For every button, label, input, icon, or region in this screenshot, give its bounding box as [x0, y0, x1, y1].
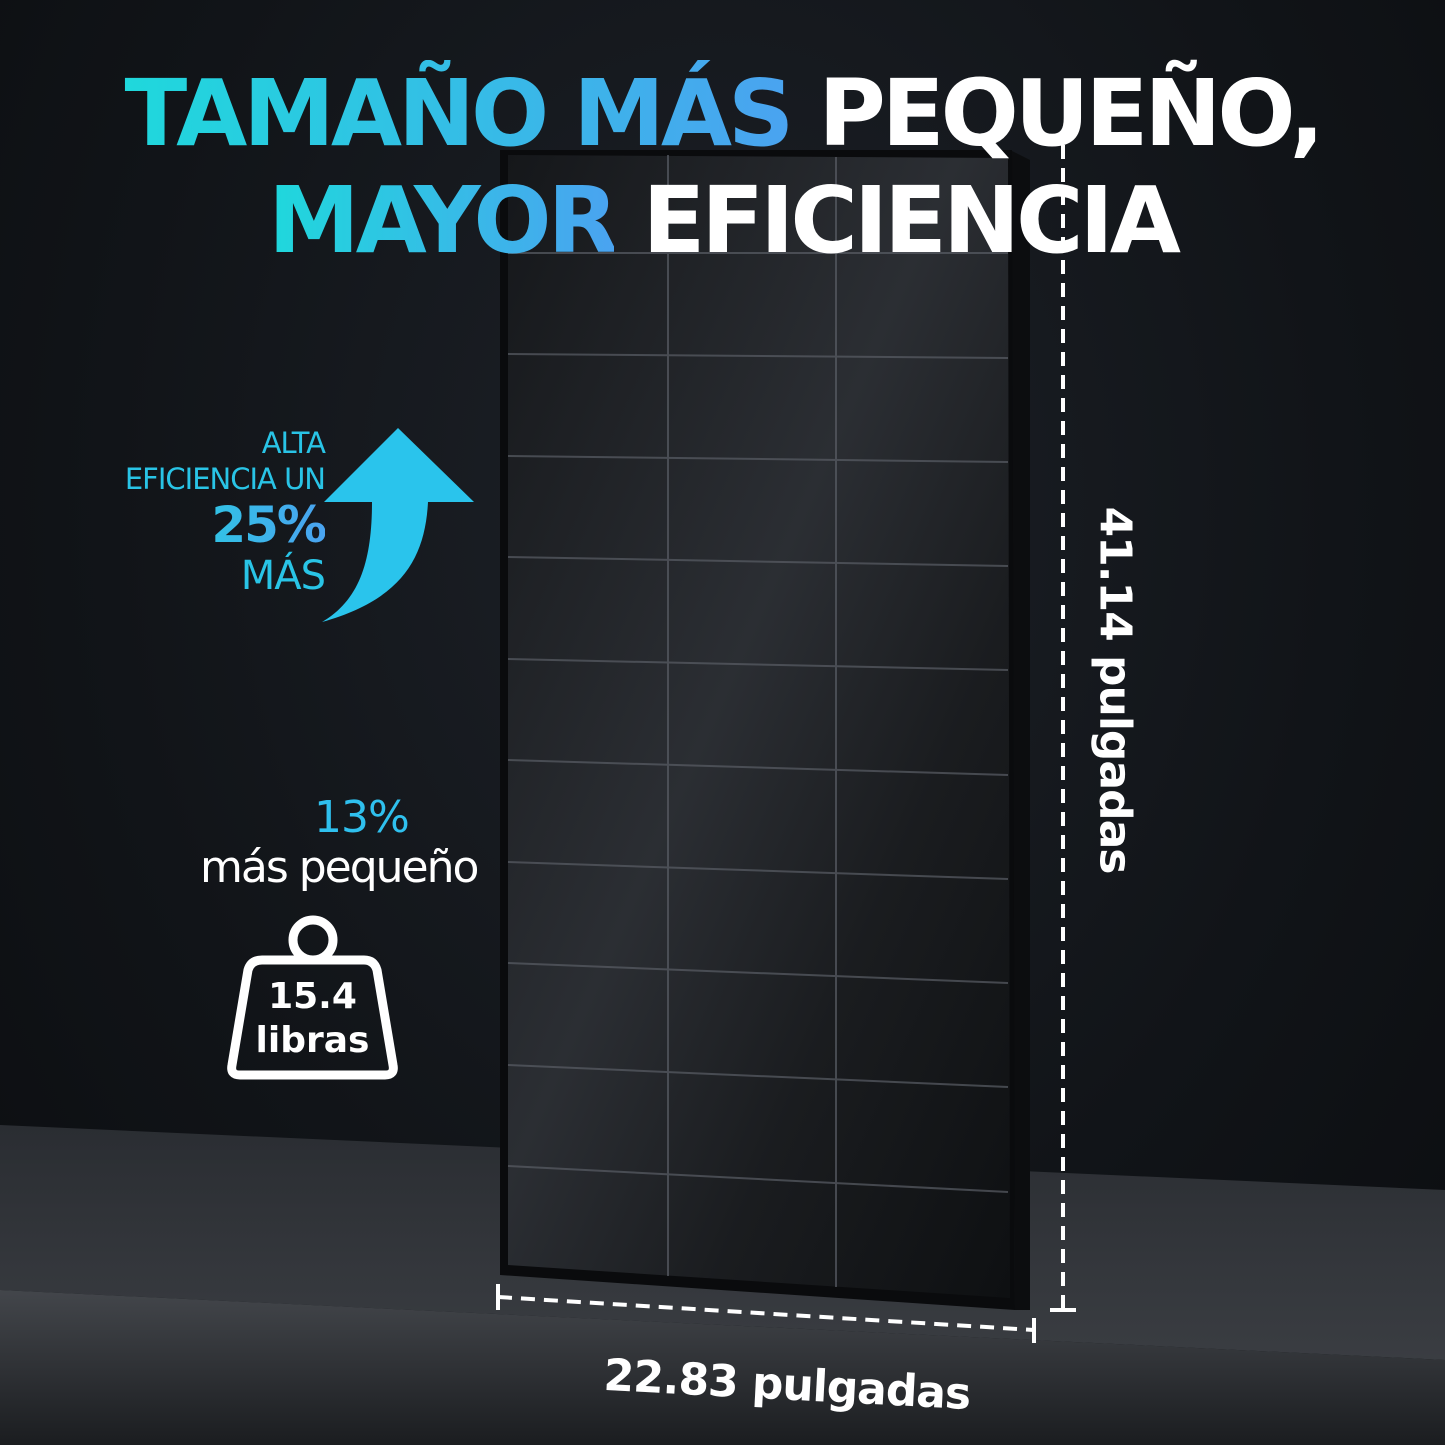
floor-ledge — [0, 1290, 1445, 1445]
width-dimension-line — [496, 1284, 1036, 1343]
efficiency-line-1: ALTA — [261, 426, 326, 460]
headline-accent-1: TAMAÑO MÁS — [124, 60, 794, 167]
headline-line-1: TAMAÑO MÁS PEQUEÑO, — [0, 68, 1445, 160]
weight-unit: libras — [255, 1020, 370, 1061]
headline-rest-2: EFICIENCIA — [642, 167, 1180, 274]
efficiency-line-3: MÁS — [240, 553, 326, 599]
headline-accent-2: MAYOR — [268, 167, 618, 274]
efficiency-value: 25% — [125, 497, 327, 553]
height-dimension-line — [1050, 145, 1076, 1312]
solar-panel — [500, 150, 1030, 1310]
weight-text: 15.4 libras — [230, 975, 395, 1063]
size-value: 13% — [314, 792, 410, 843]
efficiency-line-2: EFICIENCIA UN — [124, 462, 326, 496]
weight-value: 15.4 — [268, 976, 357, 1017]
headline-line-2: MAYOR EFICIENCIA — [0, 175, 1445, 267]
height-label: 41.14 pulgadas — [1089, 506, 1141, 874]
headline-rest-1: PEQUEÑO, — [818, 60, 1324, 167]
size-label: más pequeño — [200, 842, 479, 893]
weight-icon — [227, 915, 398, 1080]
efficiency-callout: ALTA EFICIENCIA UN 25% MÁS — [124, 425, 327, 599]
arrow-up-curved-icon — [322, 428, 474, 622]
